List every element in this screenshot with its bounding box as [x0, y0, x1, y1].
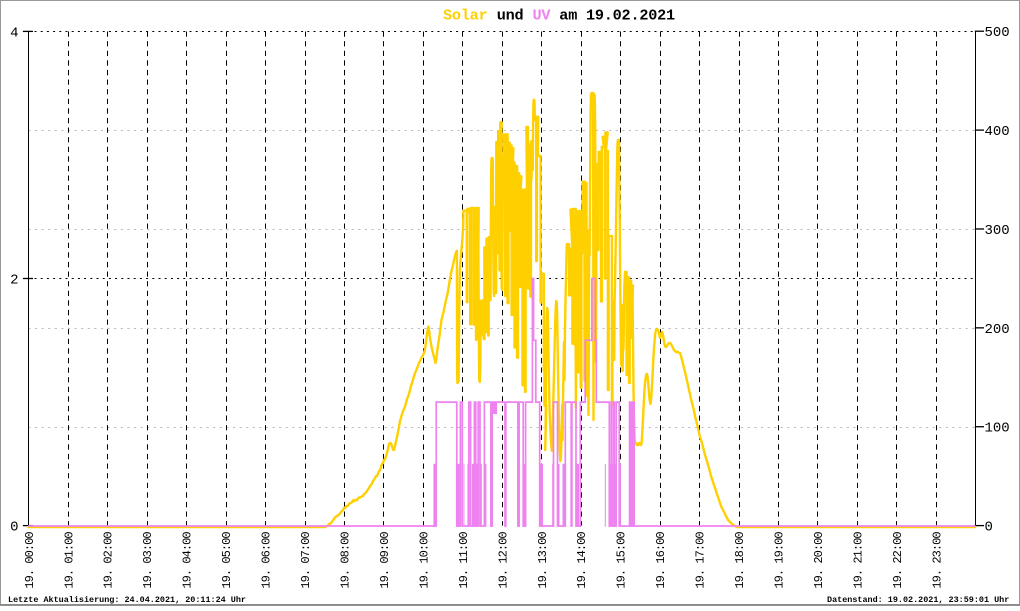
svg-text:19. 18:00: 19. 18:00: [733, 532, 747, 589]
svg-text:19. 20:00: 19. 20:00: [812, 532, 826, 589]
svg-text:19. 10:00: 19. 10:00: [417, 532, 431, 589]
svg-text:19. 08:00: 19. 08:00: [338, 532, 352, 589]
svg-text:19. 15:00: 19. 15:00: [615, 532, 629, 589]
svg-text:19. 17:00: 19. 17:00: [694, 532, 708, 589]
svg-text:19. 23:00: 19. 23:00: [930, 532, 944, 589]
svg-text:19. 22:00: 19. 22:00: [891, 532, 905, 589]
svg-text:19. 07:00: 19. 07:00: [299, 532, 313, 589]
svg-text:19. 13:00: 19. 13:00: [536, 532, 550, 589]
svg-text:Letzte Aktualisierung: 24.04.2: Letzte Aktualisierung: 24.04.2021, 20:11…: [8, 595, 246, 605]
svg-text:19. 01:00: 19. 01:00: [62, 532, 76, 589]
svg-text:19. 16:00: 19. 16:00: [654, 532, 668, 589]
svg-text:19. 02:00: 19. 02:00: [102, 532, 116, 589]
svg-text:0: 0: [985, 520, 993, 536]
svg-text:500: 500: [985, 25, 1010, 41]
svg-text:19. 14:00: 19. 14:00: [575, 532, 589, 589]
svg-text:19. 00:00: 19. 00:00: [23, 532, 37, 589]
svg-text:100: 100: [985, 421, 1010, 437]
svg-text:19. 04:00: 19. 04:00: [181, 532, 195, 589]
svg-text:200: 200: [985, 322, 1010, 338]
svg-text:4: 4: [10, 25, 18, 41]
svg-text:19. 09:00: 19. 09:00: [378, 532, 392, 589]
svg-text:0: 0: [10, 520, 18, 536]
svg-text:Datenstand: 19.02.2021, 23:59:: Datenstand: 19.02.2021, 23:59:01 Uhr: [827, 595, 1009, 605]
svg-text:19. 19:00: 19. 19:00: [773, 532, 787, 589]
svg-text:19. 12:00: 19. 12:00: [496, 532, 510, 589]
svg-text:19. 06:00: 19. 06:00: [260, 532, 274, 589]
svg-text:2: 2: [10, 273, 18, 289]
svg-text:19. 03:00: 19. 03:00: [141, 532, 155, 589]
svg-text:19. 21:00: 19. 21:00: [851, 532, 865, 589]
svg-text:300: 300: [985, 223, 1010, 239]
svg-text:19. 11:00: 19. 11:00: [457, 532, 471, 589]
svg-text:400: 400: [985, 124, 1010, 140]
svg-text:19. 05:00: 19. 05:00: [220, 532, 234, 589]
